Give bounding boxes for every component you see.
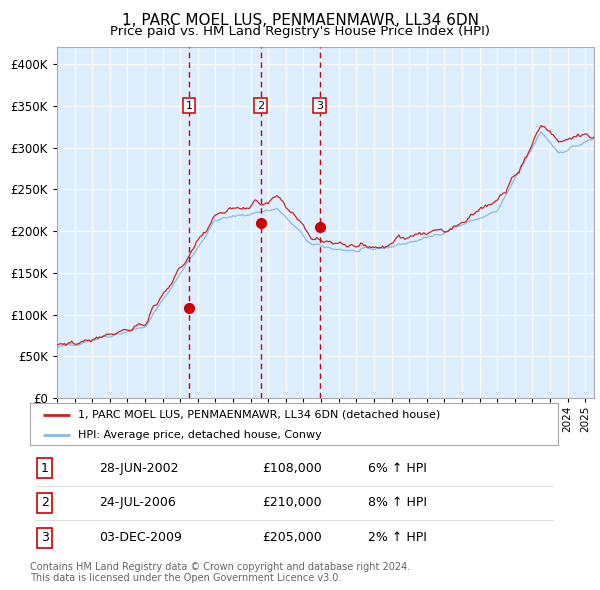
Text: 8% ↑ HPI: 8% ↑ HPI <box>368 496 427 510</box>
Text: £108,000: £108,000 <box>262 461 322 474</box>
Text: 24-JUL-2006: 24-JUL-2006 <box>98 496 175 510</box>
Text: 3: 3 <box>316 101 323 111</box>
Text: 03-DEC-2009: 03-DEC-2009 <box>98 532 182 545</box>
Text: 2: 2 <box>41 496 49 510</box>
Text: 2% ↑ HPI: 2% ↑ HPI <box>368 532 427 545</box>
Text: £205,000: £205,000 <box>262 532 322 545</box>
Text: 6% ↑ HPI: 6% ↑ HPI <box>368 461 427 474</box>
Text: HPI: Average price, detached house, Conwy: HPI: Average price, detached house, Conw… <box>77 430 321 440</box>
Text: 28-JUN-2002: 28-JUN-2002 <box>98 461 178 474</box>
Text: £210,000: £210,000 <box>262 496 322 510</box>
Text: 1: 1 <box>185 101 193 111</box>
Text: 1: 1 <box>41 461 49 474</box>
Text: Price paid vs. HM Land Registry's House Price Index (HPI): Price paid vs. HM Land Registry's House … <box>110 25 490 38</box>
Text: Contains HM Land Registry data © Crown copyright and database right 2024.
This d: Contains HM Land Registry data © Crown c… <box>30 562 410 584</box>
Text: 2: 2 <box>257 101 264 111</box>
Text: 3: 3 <box>41 532 49 545</box>
Text: 1, PARC MOEL LUS, PENMAENMAWR, LL34 6DN: 1, PARC MOEL LUS, PENMAENMAWR, LL34 6DN <box>121 13 479 28</box>
Text: 1, PARC MOEL LUS, PENMAENMAWR, LL34 6DN (detached house): 1, PARC MOEL LUS, PENMAENMAWR, LL34 6DN … <box>77 410 440 420</box>
